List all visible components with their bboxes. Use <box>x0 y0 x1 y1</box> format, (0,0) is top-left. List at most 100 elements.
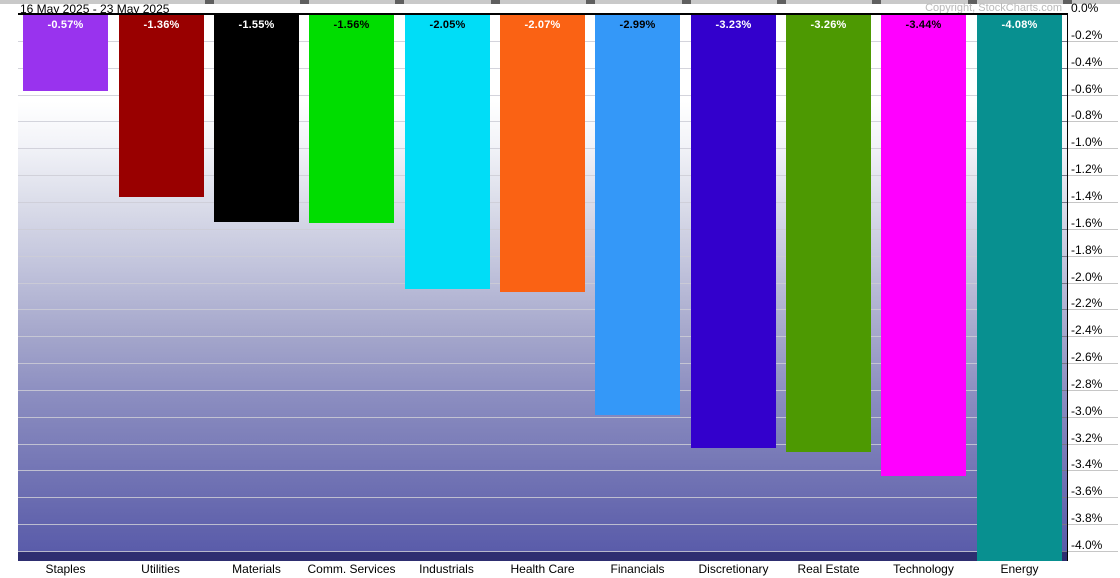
strip-segment <box>1063 0 1072 4</box>
strip-segment <box>968 0 977 4</box>
gridline-right <box>1068 256 1118 257</box>
axis-tick <box>1062 309 1067 310</box>
y-axis-line <box>1067 13 1068 561</box>
gridline <box>18 417 1067 418</box>
y-tick-label: -4.0% <box>1071 538 1103 552</box>
zero-baseline <box>18 13 1067 15</box>
strip-segment <box>491 0 500 4</box>
gridline-right <box>1068 148 1118 149</box>
gridline-right <box>1068 551 1118 552</box>
chart-date-range: 16 May 2025 - 23 May 2025 <box>20 2 170 16</box>
y-tick-label: -0.2% <box>1071 28 1103 42</box>
x-tick-label-financials: Financials <box>610 562 665 576</box>
gridline <box>18 551 1067 552</box>
axis-tick <box>1062 202 1067 203</box>
gridline-right <box>1068 68 1118 69</box>
bar-value-label: -3.26% <box>810 19 847 31</box>
y-tick-label: -1.8% <box>1071 243 1103 257</box>
sector-bar-real-estate[interactable]: -3.26% <box>786 14 871 452</box>
axis-tick <box>1062 336 1067 337</box>
y-tick-label: -3.4% <box>1071 457 1103 471</box>
bar-value-label: -4.08% <box>1001 19 1038 31</box>
strip-segment <box>300 0 309 4</box>
y-tick-label: -3.0% <box>1071 404 1103 418</box>
sector-bar-financials[interactable]: -2.99% <box>595 14 680 415</box>
axis-tick <box>1062 175 1067 176</box>
bar-value-label: -3.23% <box>715 19 752 31</box>
gridline-right <box>1068 497 1118 498</box>
y-tick-label: -1.0% <box>1071 135 1103 149</box>
y-tick-label: -2.2% <box>1071 296 1103 310</box>
gridline-right <box>1068 363 1118 364</box>
y-tick-label: -0.6% <box>1071 82 1103 96</box>
gridline <box>18 309 1067 310</box>
axis-tick <box>1062 497 1067 498</box>
sector-bar-energy[interactable]: -4.08% <box>977 14 1062 561</box>
strip-segment <box>205 0 214 4</box>
gridline <box>18 336 1067 337</box>
axis-tick <box>1062 283 1067 284</box>
sector-bar-comm-services[interactable]: -1.56% <box>309 14 394 223</box>
y-tick-label: -1.4% <box>1071 189 1103 203</box>
axis-tick <box>1062 417 1067 418</box>
gridline-right <box>1068 444 1118 445</box>
x-tick-label-discretionary: Discretionary <box>698 562 769 576</box>
y-tick-label: 0.0% <box>1071 1 1099 15</box>
gridline-right <box>1068 175 1118 176</box>
copyright-text: Copyright, StockCharts.com <box>925 2 1062 14</box>
axis-tick <box>1062 148 1067 149</box>
sector-bar-health-care[interactable]: -2.07% <box>500 14 585 292</box>
bar-value-label: -2.99% <box>619 19 656 31</box>
sector-bar-materials[interactable]: -1.55% <box>214 14 299 222</box>
axis-tick <box>1062 229 1067 230</box>
x-axis-labels: Staples Utilities Materials Comm. Services I… <box>18 561 1067 578</box>
gridline <box>18 470 1067 471</box>
y-tick-label: -3.8% <box>1071 511 1103 525</box>
bar-value-label: -3.44% <box>905 19 942 31</box>
strip-segment <box>777 0 786 4</box>
x-tick-label-materials: Materials <box>232 562 281 576</box>
axis-tick <box>1062 41 1067 42</box>
x-tick-label-technology: Technology <box>893 562 954 576</box>
gridline-right <box>1068 524 1118 525</box>
axis-tick <box>1062 390 1067 391</box>
sector-bar-discretionary[interactable]: -3.23% <box>691 14 776 448</box>
y-tick-label: -2.0% <box>1071 270 1103 284</box>
strip-segment <box>682 0 691 4</box>
gridline-right <box>1068 41 1118 42</box>
x-tick-label-staples: Staples <box>45 562 86 576</box>
axis-tick <box>1062 551 1067 552</box>
cropped-top-strip <box>0 0 1120 4</box>
gridline-right <box>1068 121 1118 122</box>
y-tick-label: -1.2% <box>1071 162 1103 176</box>
axis-tick <box>1062 470 1067 471</box>
x-tick-label-health-care: Health Care <box>510 562 575 576</box>
y-tick-label: -1.6% <box>1071 216 1103 230</box>
axis-tick <box>1062 363 1067 364</box>
strip-segment <box>395 0 404 4</box>
axis-tick <box>1062 444 1067 445</box>
sector-bar-staples[interactable]: -0.57% <box>23 14 108 91</box>
x-tick-label-comm-services: Comm. Services <box>307 562 396 576</box>
gridline-right <box>1068 283 1118 284</box>
y-tick-label: -3.6% <box>1071 484 1103 498</box>
sector-bar-industrials[interactable]: -2.05% <box>405 14 490 289</box>
gridline-right <box>1068 229 1118 230</box>
gridline-right <box>1068 95 1118 96</box>
gridline <box>18 390 1067 391</box>
y-tick-label: -2.6% <box>1071 350 1103 364</box>
axis-tick <box>1062 95 1067 96</box>
axis-tick <box>1062 121 1067 122</box>
axis-tick <box>1062 524 1067 525</box>
bar-value-label: -0.57% <box>47 19 84 31</box>
gridline-right <box>1068 336 1118 337</box>
y-tick-label: -3.2% <box>1071 431 1103 445</box>
gridline-right <box>1068 470 1118 471</box>
y-tick-label: -2.8% <box>1071 377 1103 391</box>
sector-bar-utilities[interactable]: -1.36% <box>119 14 204 197</box>
gridline <box>18 444 1067 445</box>
gridline <box>18 363 1067 364</box>
x-tick-label-industrials: Industrials <box>419 562 474 576</box>
sector-bar-technology[interactable]: -3.44% <box>881 14 966 476</box>
